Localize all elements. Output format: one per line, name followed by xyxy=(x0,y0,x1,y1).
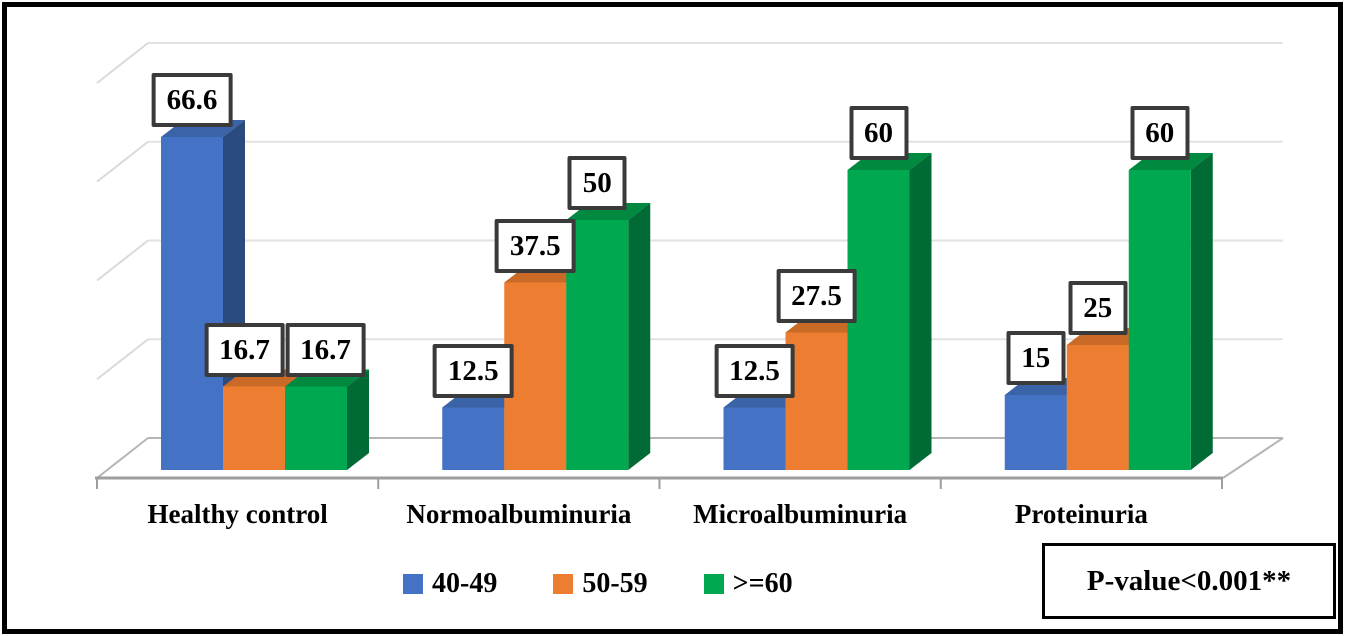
data-label: 12.5 xyxy=(714,343,795,398)
category-label: Healthy control xyxy=(147,499,328,529)
bar-front-face xyxy=(723,407,786,470)
legend-item: 40-49 xyxy=(403,569,497,599)
floor-left-edge xyxy=(96,437,149,479)
floor-right-edge xyxy=(1222,437,1284,479)
wall-gridline-diagonal xyxy=(96,239,149,282)
bar-front-face xyxy=(161,137,223,470)
bar-front-face xyxy=(1066,345,1129,470)
data-label: 37.5 xyxy=(494,218,576,273)
data-label: 66.6 xyxy=(151,73,233,127)
legend-swatch-icon xyxy=(703,574,724,594)
data-label: 16.7 xyxy=(285,322,366,377)
data-label: 27.5 xyxy=(776,268,857,323)
category-label: Normoalbuminuria xyxy=(406,499,632,529)
data-label: 60 xyxy=(1130,106,1190,160)
legend-label: >=60 xyxy=(732,568,793,599)
legend-label: 40-49 xyxy=(432,568,498,599)
bar-front-face xyxy=(847,170,910,470)
legend: 40-49 50-59 >=60 xyxy=(403,569,793,599)
bar-side-face xyxy=(628,203,651,470)
bar-front-face xyxy=(285,386,347,470)
bar-front-face xyxy=(223,386,285,470)
legend-swatch-icon xyxy=(553,574,574,594)
bar-side-face xyxy=(909,153,932,470)
data-label: 25 xyxy=(1068,281,1128,335)
legend-item: 50-59 xyxy=(553,568,648,599)
legend-label: 50-59 xyxy=(582,568,648,599)
data-label: 15 xyxy=(1006,331,1066,385)
bar-front-face xyxy=(566,220,629,470)
bar-front-face xyxy=(1004,395,1067,470)
data-label: 16.7 xyxy=(204,322,285,377)
wall-gridline-diagonal xyxy=(96,42,149,84)
legend-item: >=60 xyxy=(703,568,793,599)
category-label: Microalbuminuria xyxy=(693,499,908,529)
bar-front-face xyxy=(785,332,848,470)
wall-gridline-diagonal xyxy=(96,338,149,381)
p-value-box: P-value<0.001** xyxy=(1042,543,1336,619)
bar-side-face xyxy=(347,369,369,470)
bar-side-face xyxy=(1190,153,1213,470)
bar-front-face xyxy=(504,282,567,470)
category-label: Proteinuria xyxy=(1014,499,1148,529)
data-label: 60 xyxy=(849,106,908,160)
bar-front-face xyxy=(1128,170,1191,470)
p-value-label: P-value<0.001** xyxy=(1086,564,1292,597)
wall-gridline-diagonal xyxy=(96,140,149,183)
bar-front-face xyxy=(442,407,505,470)
legend-swatch-icon xyxy=(403,574,423,594)
data-label: 50 xyxy=(567,156,627,210)
data-label: 12.5 xyxy=(432,343,514,398)
